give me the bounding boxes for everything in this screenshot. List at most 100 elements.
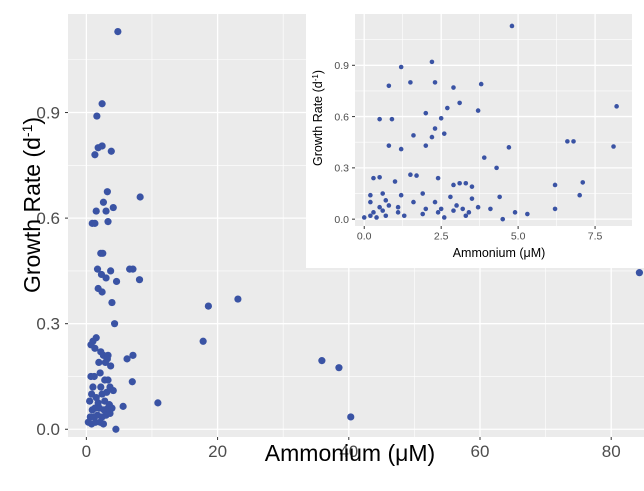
data-point [102,274,110,282]
main-y-axis-label-close: ) [19,117,45,125]
data-point [90,372,98,381]
data-point [199,337,207,345]
data-point [435,210,441,215]
data-point [128,378,136,386]
data-point [420,191,426,196]
data-point [377,116,382,122]
x-tick-label: 60 [471,442,490,461]
data-point [98,142,106,150]
data-point [129,351,137,359]
inset-major-gridlines [355,14,632,226]
data-point [481,155,487,160]
inset-y-axis-label-text: Growth Rate (d [311,81,325,166]
data-point [383,198,389,203]
main-x-tick-labels: 0 20 40 60 80 [82,437,621,461]
data-point [107,267,115,275]
data-point [386,203,392,208]
inset-plot-background [355,14,632,226]
data-point [97,383,105,391]
data-point [635,269,644,277]
inset-data-points [361,23,619,222]
data-point [614,104,619,109]
data-point [475,204,481,210]
data-point [154,399,162,407]
data-point [420,211,426,217]
data-point [457,180,462,186]
data-point [377,204,382,210]
data-point [95,358,103,366]
data-point [109,203,117,212]
data-point [451,208,456,213]
data-point [91,151,99,159]
data-point [371,175,376,181]
main-y-axis-label-superscript: -1 [19,124,35,137]
main-y-tick-labels: 0.0 0.3 0.6 0.9 [36,103,68,439]
data-point [368,199,373,205]
data-point [611,144,616,149]
data-point [438,206,444,212]
data-point [497,194,502,200]
data-point [389,116,395,122]
data-point [441,131,447,136]
data-point [441,215,447,220]
data-point [423,206,429,212]
data-point [204,302,212,310]
data-point [429,59,435,65]
data-point [463,180,469,186]
data-point [552,206,558,212]
data-point [552,182,558,188]
data-point [565,139,570,144]
data-point [119,402,127,410]
data-point [106,409,114,418]
data-point [112,277,121,286]
y-tick-label: 0.9 [36,103,60,122]
data-point [104,218,112,226]
data-point [509,23,515,29]
data-point [525,211,530,217]
data-point [91,219,99,227]
y-tick-label: 0.0 [334,214,349,226]
data-point [92,207,100,215]
data-point [463,213,469,219]
x-tick-label: 7.5 [588,231,603,243]
data-point [234,295,242,303]
data-point [451,182,456,188]
data-point [380,191,386,196]
x-tick-label: 20 [208,442,227,461]
data-point [361,215,367,220]
data-point [377,174,382,180]
data-point [129,265,137,273]
data-point [103,388,111,396]
data-point [135,276,144,284]
x-tick-label: 0 [82,442,91,461]
data-point [335,364,343,372]
data-point [86,397,94,405]
data-point [102,207,110,215]
data-point [93,112,101,120]
data-point [500,216,506,222]
inset-y-tick-labels: 0.0 0.3 0.6 0.9 [334,60,355,226]
data-point [571,139,576,144]
data-point [448,194,453,200]
data-point [93,265,102,273]
data-point [112,425,120,433]
data-point [99,420,108,428]
inset-chart-panel: 0.0 2.5 5.0 7.5 0.00.30.60.9 Ammonium (μM) … [306,0,644,268]
x-tick-label: 0.0 [357,231,372,243]
data-point [103,355,111,363]
data-point [107,147,115,155]
inset-y-axis-label-superscript: -1 [311,74,320,82]
x-tick-label: 80 [602,442,621,461]
data-point [136,193,144,201]
inset-x-tick-labels: 0.0 2.5 5.0 7.5 [357,226,603,243]
data-point [494,165,499,171]
y-tick-label: 0.9 [334,60,349,72]
data-point [104,376,112,384]
data-point [408,172,413,178]
data-point [423,110,429,116]
data-point [395,204,401,210]
data-point [435,175,441,181]
inset-x-axis-label: Ammonium (μM) [453,246,546,260]
data-point [432,80,438,85]
